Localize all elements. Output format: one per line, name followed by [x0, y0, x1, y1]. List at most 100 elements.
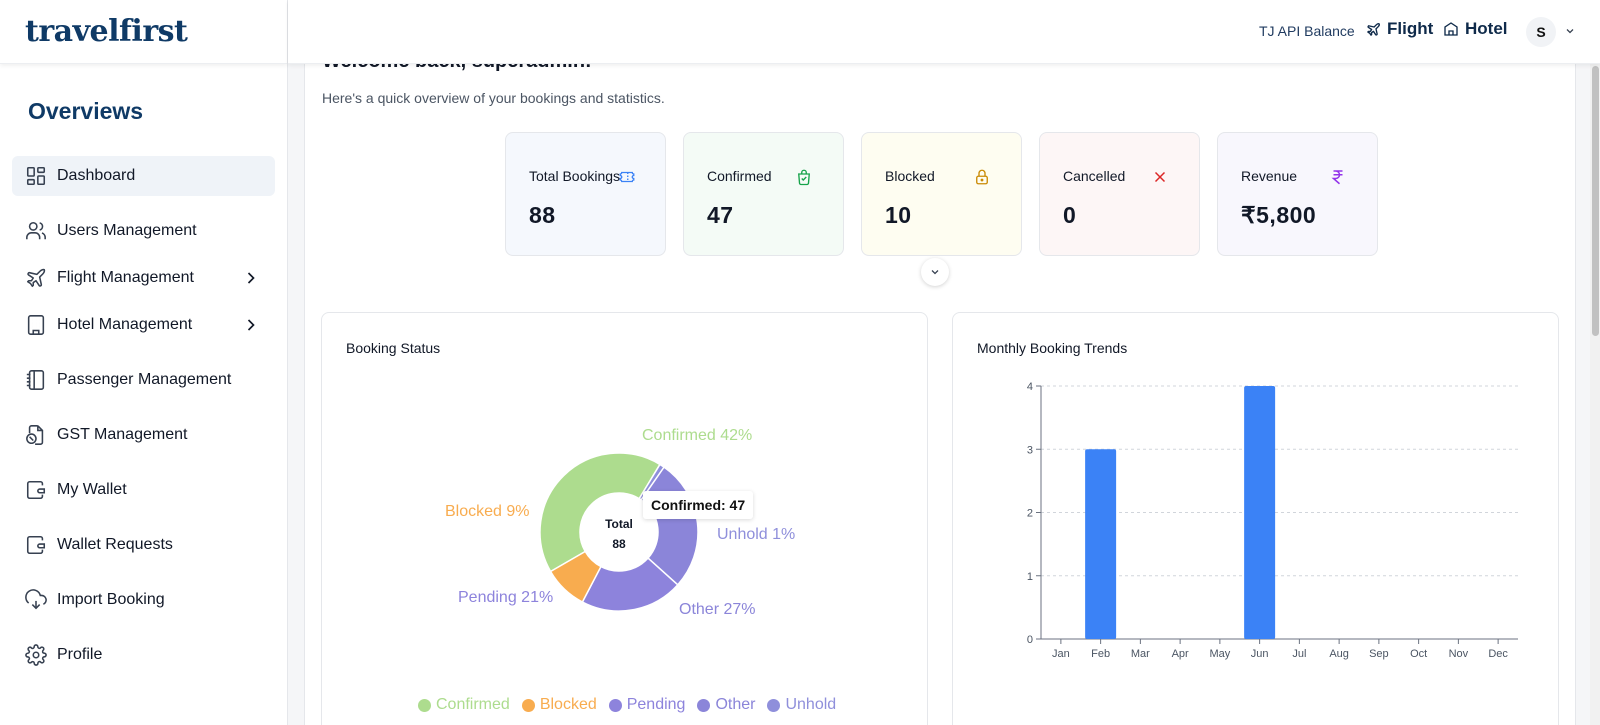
rupee-icon: [1331, 170, 1343, 185]
sidebar-item-gst-management[interactable]: GST Management: [12, 415, 275, 455]
avatar[interactable]: S: [1526, 17, 1556, 47]
sidebar-item-label: Profile: [57, 646, 103, 663]
pie-label-pending: Pending 21%: [458, 589, 554, 606]
users-icon: [24, 219, 48, 243]
legend-swatch: [608, 698, 622, 712]
booking-status-panel: Booking Status Total 88 Confirmed 42% Bloc…: [321, 312, 928, 725]
sidebar-item-label: My Wallet: [57, 481, 127, 498]
stat-card-total-bookings: Total Bookings 88: [505, 132, 666, 256]
sidebar-item-label: Dashboard: [57, 167, 136, 184]
sidebar-item-profile[interactable]: Profile: [12, 635, 275, 675]
bar-feb[interactable]: [1085, 449, 1117, 639]
legend-item-other[interactable]: Other: [697, 696, 755, 714]
flight-button-label: Flight: [1387, 19, 1434, 38]
sidebar-item-my-wallet[interactable]: My Wallet: [12, 470, 275, 510]
scrollbar-thumb[interactable]: [1592, 66, 1599, 336]
legend-item-unhold[interactable]: Unhold: [767, 696, 836, 714]
page-title: Welcome back, superadmin!: [322, 64, 592, 73]
stat-card-revenue: Revenue ₹5,800: [1217, 132, 1378, 256]
cloud-download-icon: [24, 588, 48, 612]
bag-icon: [798, 169, 810, 186]
legend-item-blocked[interactable]: Blocked: [521, 696, 597, 714]
donut-center-value: 88: [612, 537, 626, 551]
chevron-down-icon: [931, 270, 939, 275]
sidebar-item-label: Wallet Requests: [57, 536, 173, 553]
sidebar-item-passenger-management[interactable]: Passenger Management: [12, 360, 275, 400]
dashboard-icon: [24, 164, 48, 188]
pie-slice-blocked[interactable]: [549, 550, 602, 604]
building-icon: [24, 313, 48, 337]
brand-name: travelfirst: [25, 14, 188, 49]
pie-slice-confirmed[interactable]: [539, 452, 661, 573]
x-tick-label: Jan: [1052, 648, 1070, 660]
brand-logo[interactable]: travelfirst: [0, 0, 287, 64]
pie-label-other: Other 27%: [679, 601, 756, 618]
sidebar-item-label: Passenger Management: [57, 371, 232, 388]
legend-label: Confirmed: [436, 696, 510, 713]
api-balance-link[interactable]: TJ API Balance: [1259, 23, 1355, 39]
legend-label: Pending: [626, 696, 686, 713]
y-tick-label: 0: [1027, 634, 1033, 646]
collapse-stats-button[interactable]: [921, 258, 949, 286]
page-scrollbar[interactable]: [1590, 64, 1600, 725]
legend-item-pending[interactable]: Pending: [608, 696, 686, 714]
x-tick-label: Feb: [1091, 648, 1110, 660]
sidebar-item-label: Import Booking: [57, 591, 165, 608]
x-tick-label: Apr: [1172, 648, 1189, 660]
wallet-icon: [24, 478, 48, 502]
pie-label-unhold: Unhold 1%: [717, 526, 796, 543]
sidebar-item-users-management[interactable]: Users Management: [12, 211, 275, 251]
stat-card-cancelled: Cancelled 0: [1039, 132, 1200, 256]
stat-title: Revenue: [1241, 168, 1298, 184]
hotel-icon: [1444, 22, 1458, 36]
x-tick-label: Oct: [1410, 648, 1427, 660]
stat-value: ₹5,800: [1241, 202, 1317, 228]
sidebar-item-wallet-requests[interactable]: Wallet Requests: [12, 525, 275, 565]
sidebar-item-dashboard[interactable]: Dashboard: [12, 156, 275, 196]
sidebar-item-flight-management[interactable]: Flight Management: [12, 258, 275, 298]
y-tick-label: 2: [1027, 508, 1033, 520]
x-tick-label: Aug: [1329, 648, 1349, 660]
chevron-down-icon[interactable]: [1564, 25, 1576, 37]
sidebar-section-title: Overviews: [28, 98, 144, 124]
sidebar-item-hotel-management[interactable]: Hotel Management: [12, 305, 275, 345]
plane-icon: [24, 266, 48, 290]
ticket-icon: [619, 171, 635, 183]
y-tick-label: 3: [1027, 444, 1033, 456]
stat-card-confirmed: Confirmed 47: [683, 132, 844, 256]
legend-swatch: [767, 698, 781, 712]
hotel-button[interactable]: Hotel: [1443, 19, 1508, 39]
bar-jun[interactable]: [1244, 386, 1276, 639]
pie-slice-pending[interactable]: [581, 557, 679, 612]
stat-title: Total Bookings: [529, 168, 621, 184]
monthly-trends-bar-chart: 0 1 2 3 4 Jan Feb Mar Apr May Jun Jul Aug Sep Oct Nov De…: [1027, 381, 1518, 660]
sidebar-item-label: GST Management: [57, 426, 188, 443]
lock-icon: [976, 169, 988, 185]
donut-center-label: Total: [605, 517, 633, 531]
chart-legend: Confirmed Blocked Pending Other Unhold: [418, 696, 848, 714]
legend-item-confirmed[interactable]: Confirmed: [418, 696, 510, 714]
y-tick-label: 4: [1027, 381, 1033, 393]
x-tick-label: Mar: [1131, 648, 1150, 660]
legend-swatch: [697, 698, 711, 712]
chevron-right-icon: [247, 319, 255, 331]
x-tick-label: Sep: [1369, 648, 1389, 660]
stat-title: Blocked: [885, 168, 935, 184]
chart-tooltip: Confirmed: 47: [643, 491, 754, 519]
sidebar-item-label: Flight Management: [57, 269, 194, 286]
monthly-trends-panel: Monthly Booking Trends 0 1 2 3 4 Jan Feb Mar Apr…: [952, 312, 1559, 725]
sidebar-item-import-booking[interactable]: Import Booking: [12, 580, 275, 620]
stat-title: Confirmed: [707, 168, 772, 184]
page-subtitle: Here's a quick overview of your bookings…: [322, 90, 665, 106]
main-content: Welcome back, superadmin! Here's a quick…: [304, 64, 1576, 725]
sidebar: travelfirst Overviews Dashboard Users Ma…: [0, 0, 288, 725]
hotel-button-label: Hotel: [1465, 19, 1508, 38]
x-tick-label: Nov: [1449, 648, 1469, 660]
stat-value: 10: [885, 202, 912, 228]
plane-icon: [1367, 22, 1380, 36]
flight-button[interactable]: Flight: [1366, 19, 1433, 39]
pie-label-blocked: Blocked 9%: [445, 503, 530, 520]
legend-swatch: [418, 698, 431, 712]
stat-value: 47: [707, 202, 734, 228]
pie-label-confirmed: Confirmed 42%: [642, 427, 753, 444]
